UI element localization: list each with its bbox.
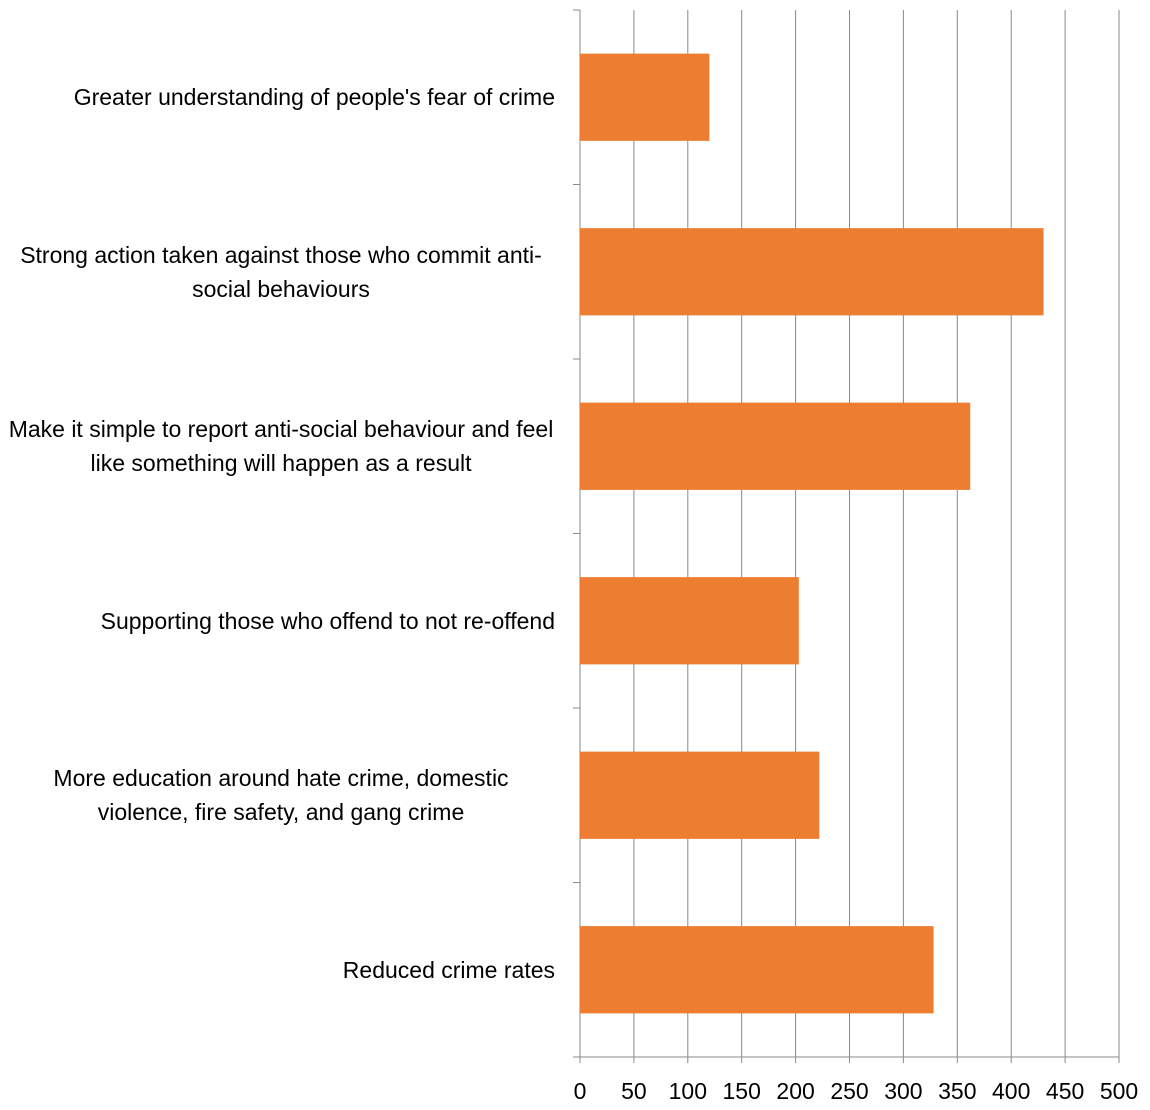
x-tick-label: 0 [574, 1078, 587, 1104]
category-label-box: Strong action taken against those who co… [0, 238, 555, 306]
category-label-box: More education around hate crime, domest… [0, 761, 555, 829]
bar [580, 53, 710, 141]
bar [580, 577, 799, 665]
category-label-box: Greater understanding of people's fear o… [0, 80, 555, 114]
category-label-box: Supporting those who offend to not re-of… [0, 604, 555, 638]
category-label-box: Make it simple to report anti-social beh… [0, 412, 555, 480]
y-tick-label: Strong action taken against those who co… [20, 241, 542, 302]
x-tick-label: 100 [669, 1078, 707, 1104]
y-tick-label: Greater understanding of people's fear o… [73, 84, 555, 111]
x-tick-label: 50 [621, 1078, 647, 1104]
bar [580, 926, 934, 1014]
bar [580, 402, 971, 490]
y-tick-label: Make it simple to report anti-social beh… [8, 416, 554, 477]
x-tick-label: 450 [1046, 1078, 1084, 1104]
x-tick-label: 200 [776, 1078, 814, 1104]
x-tick-label: 500 [1100, 1078, 1138, 1104]
y-tick-label: More education around hate crime, domest… [53, 765, 509, 826]
x-tick-label: 350 [938, 1078, 976, 1104]
y-tick-label: Supporting those who offend to not re-of… [100, 607, 555, 634]
x-tick-label: 250 [830, 1078, 868, 1104]
bar [580, 751, 820, 839]
x-tick-label: 300 [884, 1078, 922, 1104]
x-tick-label: 150 [723, 1078, 761, 1104]
x-tick-label: 400 [992, 1078, 1030, 1104]
bar [580, 228, 1044, 316]
category-label-box: Reduced crime rates [0, 953, 555, 987]
y-tick-label: Reduced crime rates [342, 956, 555, 983]
